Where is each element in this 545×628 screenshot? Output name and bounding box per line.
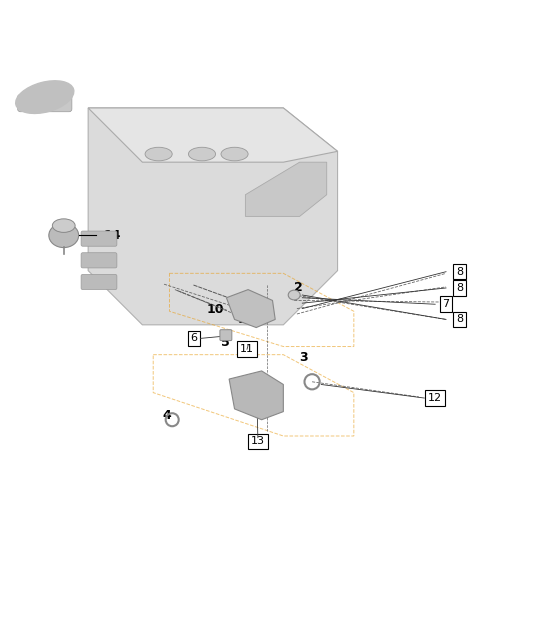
Text: 11: 11 (240, 344, 254, 354)
FancyBboxPatch shape (81, 252, 117, 268)
FancyBboxPatch shape (17, 94, 72, 112)
Polygon shape (88, 108, 337, 325)
Ellipse shape (189, 148, 216, 161)
Ellipse shape (49, 223, 78, 247)
Text: 13: 13 (251, 436, 265, 447)
Text: 5: 5 (221, 336, 229, 349)
Text: 12: 12 (428, 393, 442, 403)
Polygon shape (229, 371, 283, 420)
Text: 2: 2 (294, 281, 303, 295)
Polygon shape (226, 290, 275, 328)
Ellipse shape (52, 219, 75, 232)
FancyBboxPatch shape (220, 330, 232, 340)
Text: 8: 8 (456, 315, 463, 325)
Ellipse shape (288, 290, 300, 300)
Text: 1: 1 (256, 386, 265, 399)
Text: 9: 9 (237, 313, 246, 326)
Text: 4: 4 (162, 409, 171, 423)
FancyBboxPatch shape (81, 231, 117, 246)
Polygon shape (88, 108, 337, 162)
Text: 6: 6 (190, 333, 197, 344)
Ellipse shape (145, 148, 172, 161)
FancyBboxPatch shape (81, 274, 117, 290)
Text: 10: 10 (207, 303, 225, 316)
Text: 3: 3 (300, 351, 308, 364)
Text: 8: 8 (456, 283, 463, 293)
Text: 14: 14 (104, 229, 122, 242)
Polygon shape (245, 162, 326, 217)
Text: 8: 8 (456, 267, 463, 277)
Ellipse shape (16, 81, 74, 114)
Ellipse shape (221, 148, 248, 161)
Text: 7: 7 (443, 299, 450, 309)
